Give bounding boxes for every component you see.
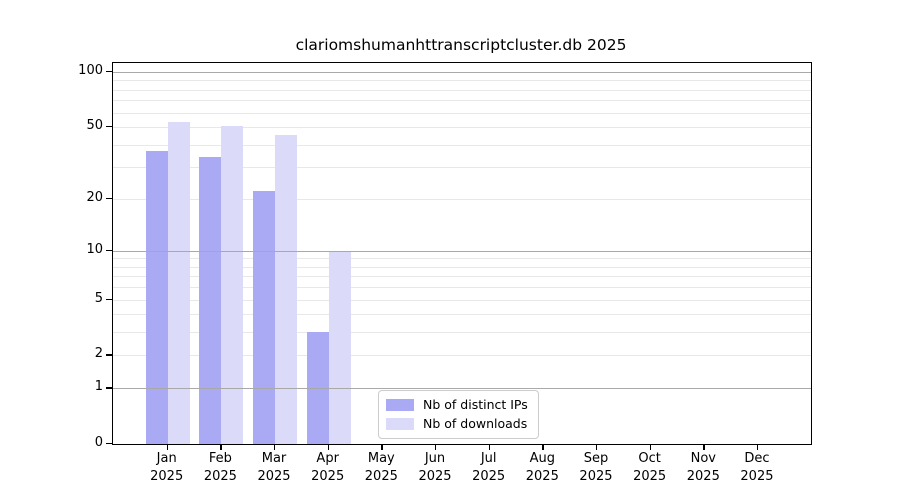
y-tick-20 [106, 197, 112, 199]
x-tick-label-jun: Jun 2025 [418, 451, 452, 484]
x-tick-jan [166, 444, 169, 450]
bar-downloads-mar [275, 135, 298, 444]
legend-row-downloads: Nb of downloads [386, 417, 528, 431]
legend-swatch-downloads [386, 418, 414, 430]
x-tick-may [381, 444, 383, 450]
gridline-minor-90 [113, 80, 811, 82]
x-tick-label-jul: Jul 2025 [472, 451, 506, 484]
gridline-minor-60 [113, 112, 811, 114]
bar-distinct-ips-feb [199, 157, 222, 444]
gridline-100 [113, 71, 811, 73]
chart-title: clariomshumanhttranscriptcluster.db 2025 [295, 36, 627, 54]
plot-area [112, 62, 812, 445]
gridline-minor-9 [113, 258, 811, 260]
bar-distinct-ips-jan [145, 150, 168, 444]
gridline-minor-40 [113, 144, 811, 146]
gridline-minor-80 [113, 89, 811, 91]
x-tick-label-aug: Aug 2025 [525, 451, 559, 484]
gridline-2 [113, 355, 811, 357]
x-tick-dec [756, 444, 759, 450]
y-tick-label-1: 1 [94, 379, 103, 395]
bar-distinct-ips-mar [253, 191, 276, 444]
x-tick-mar [274, 444, 276, 450]
legend: Nb of distinct IPs Nb of downloads [378, 390, 539, 439]
y-tick-1 [106, 387, 112, 389]
y-tick-label-0: 0 [94, 435, 103, 450]
gridline-minor-30 [113, 167, 811, 169]
gridline-10 [113, 250, 811, 252]
gridline-minor-4 [113, 314, 811, 316]
bar-downloads-apr [328, 250, 351, 444]
y-tick-label-20: 20 [86, 189, 103, 205]
legend-label-distinct-ips: Nb of distinct IPs [423, 397, 528, 412]
y-tick-5 [106, 298, 112, 300]
x-tick-jul [488, 444, 491, 450]
gridline-minor-7 [113, 276, 811, 278]
y-tick-label-50: 50 [86, 118, 103, 134]
y-tick-label-10: 10 [86, 241, 103, 257]
gridline-minor-70 [113, 100, 811, 102]
x-tick-label-may: May 2025 [364, 451, 398, 484]
y-tick-50 [106, 126, 112, 128]
gridline-5 [113, 299, 811, 301]
gridline-minor-3 [113, 332, 811, 334]
gridline-50 [113, 127, 811, 129]
y-tick-0 [106, 443, 112, 445]
legend-label-downloads: Nb of downloads [423, 416, 528, 431]
bar-downloads-jan [167, 122, 190, 444]
gridline-1 [113, 388, 811, 390]
x-tick-label-oct: Oct 2025 [633, 451, 667, 484]
x-tick-aug [542, 444, 544, 450]
x-tick-label-nov: Nov 2025 [686, 451, 720, 484]
x-tick-nov [703, 444, 705, 450]
x-tick-label-dec: Dec 2025 [740, 451, 774, 484]
x-tick-label-feb: Feb 2025 [203, 451, 237, 484]
x-tick-jun [435, 444, 437, 450]
bar-downloads-feb [221, 125, 244, 444]
y-tick-label-2: 2 [94, 346, 103, 362]
y-tick-10 [106, 249, 112, 252]
y-tick-label-5: 5 [94, 290, 103, 306]
y-tick-100 [106, 70, 112, 73]
x-tick-label-jan: Jan 2025 [150, 451, 184, 484]
x-tick-label-mar: Mar 2025 [257, 451, 291, 484]
x-tick-feb [220, 444, 222, 450]
gridline-minor-8 [113, 266, 811, 268]
gridline-minor-6 [113, 287, 811, 289]
y-tick-label-100: 100 [78, 62, 103, 78]
legend-row-distinct-ips: Nb of distinct IPs [386, 398, 528, 412]
x-tick-apr [327, 444, 330, 450]
x-tick-label-sep: Sep 2025 [579, 451, 613, 484]
gridline-20 [113, 198, 811, 200]
x-tick-oct [649, 444, 652, 450]
legend-swatch-distinct-ips [386, 399, 414, 411]
x-tick-sep [595, 444, 598, 450]
y-tick-2 [106, 354, 112, 356]
x-tick-label-apr: Apr 2025 [311, 451, 345, 484]
